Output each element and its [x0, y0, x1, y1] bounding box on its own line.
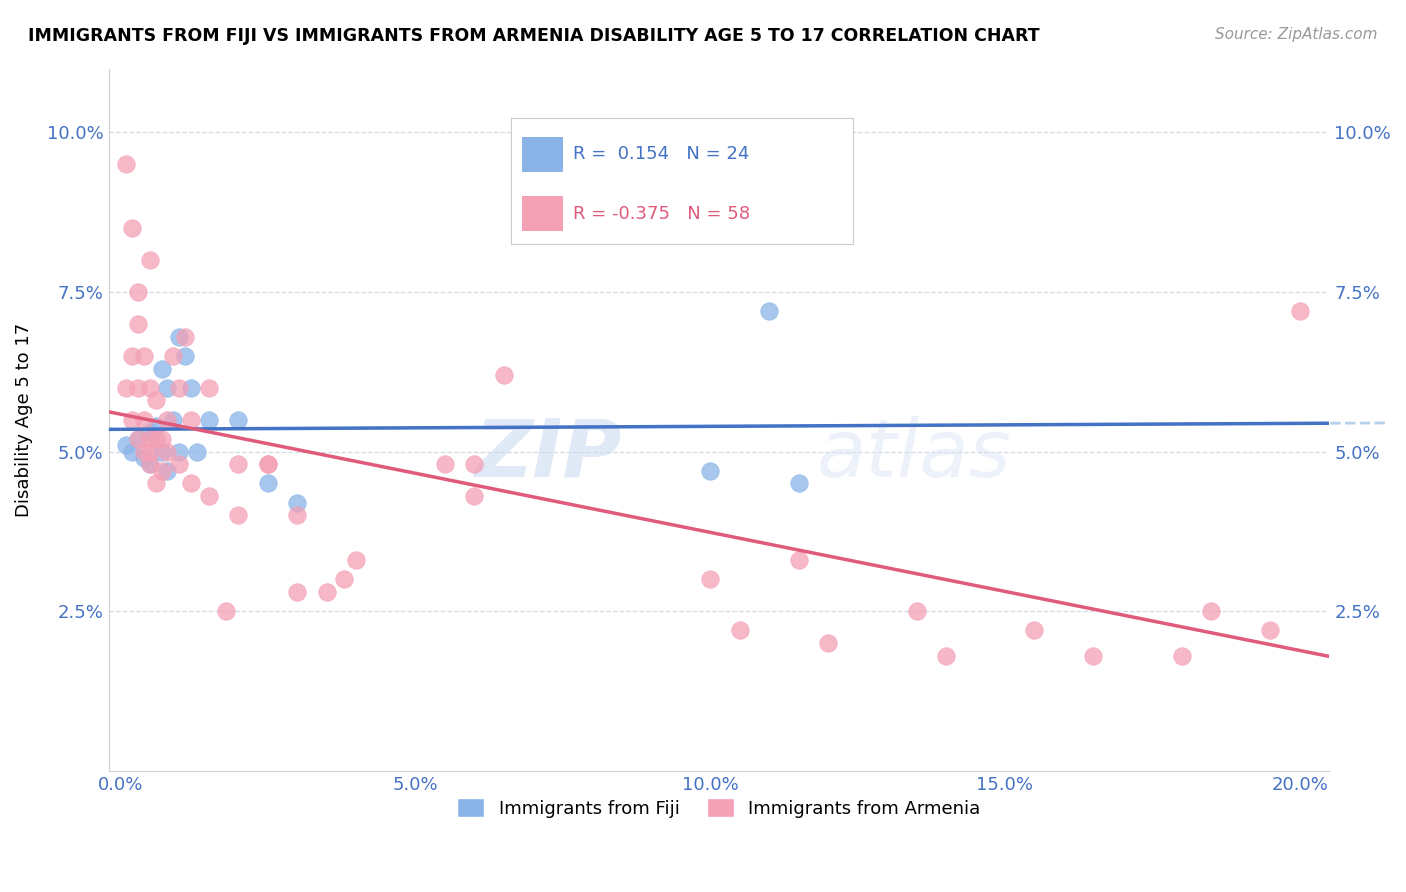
Point: [285, 508, 308, 523]
Point: [226, 458, 249, 472]
Point: [127, 317, 149, 331]
Point: [156, 381, 179, 395]
Text: atlas: atlas: [817, 416, 1011, 493]
Point: [463, 458, 485, 472]
Point: [127, 381, 149, 395]
Point: [699, 464, 721, 478]
Point: [121, 444, 143, 458]
Point: [197, 381, 219, 395]
Point: [139, 458, 162, 472]
Text: IMMIGRANTS FROM FIJI VS IMMIGRANTS FROM ARMENIA DISABILITY AGE 5 TO 17 CORRELATI: IMMIGRANTS FROM FIJI VS IMMIGRANTS FROM …: [28, 27, 1040, 45]
Point: [285, 585, 308, 599]
Point: [156, 412, 179, 426]
Point: [315, 585, 337, 599]
Point: [817, 636, 839, 650]
Point: [132, 349, 155, 363]
Point: [905, 604, 928, 618]
Point: [174, 329, 197, 343]
Point: [174, 349, 197, 363]
Point: [127, 432, 149, 446]
Point: [145, 419, 167, 434]
Point: [197, 489, 219, 503]
Point: [344, 553, 367, 567]
Point: [150, 432, 173, 446]
Point: [1260, 624, 1282, 638]
Point: [115, 438, 138, 452]
Point: [162, 349, 184, 363]
Point: [127, 285, 149, 299]
Point: [169, 444, 191, 458]
Point: [132, 412, 155, 426]
Point: [139, 425, 162, 440]
Point: [215, 604, 238, 618]
Point: [256, 476, 278, 491]
Point: [180, 412, 202, 426]
Text: ZIP: ZIP: [474, 416, 621, 493]
Point: [728, 624, 751, 638]
Point: [139, 253, 162, 268]
Point: [115, 381, 138, 395]
Point: [787, 476, 810, 491]
Point: [132, 444, 155, 458]
Point: [145, 476, 167, 491]
Point: [139, 381, 162, 395]
Point: [1201, 604, 1223, 618]
Point: [139, 458, 162, 472]
Point: [1171, 648, 1194, 663]
Point: [115, 157, 138, 171]
Point: [121, 349, 143, 363]
Point: [226, 508, 249, 523]
Y-axis label: Disability Age 5 to 17: Disability Age 5 to 17: [15, 323, 32, 516]
Point: [127, 432, 149, 446]
Point: [156, 464, 179, 478]
Point: [162, 412, 184, 426]
Point: [145, 393, 167, 408]
Point: [1289, 304, 1312, 318]
Point: [121, 412, 143, 426]
Point: [139, 444, 162, 458]
Point: [433, 458, 456, 472]
Point: [180, 381, 202, 395]
Point: [935, 648, 957, 663]
Point: [256, 458, 278, 472]
Point: [1024, 624, 1046, 638]
Point: [1083, 648, 1105, 663]
Point: [150, 361, 173, 376]
Point: [180, 476, 202, 491]
Point: [226, 412, 249, 426]
Point: [256, 458, 278, 472]
Point: [197, 412, 219, 426]
Point: [132, 450, 155, 465]
Point: [169, 458, 191, 472]
Point: [169, 381, 191, 395]
Text: Source: ZipAtlas.com: Source: ZipAtlas.com: [1215, 27, 1378, 42]
Point: [463, 489, 485, 503]
Point: [787, 553, 810, 567]
Point: [150, 464, 173, 478]
Point: [150, 444, 173, 458]
Point: [186, 444, 208, 458]
Point: [121, 221, 143, 235]
Point: [139, 432, 162, 446]
Point: [699, 572, 721, 586]
Legend: Immigrants from Fiji, Immigrants from Armenia: Immigrants from Fiji, Immigrants from Ar…: [450, 791, 988, 825]
Point: [145, 432, 167, 446]
Point: [758, 304, 780, 318]
Point: [169, 329, 191, 343]
Point: [156, 444, 179, 458]
Point: [492, 368, 515, 382]
Point: [285, 495, 308, 509]
Point: [333, 572, 356, 586]
